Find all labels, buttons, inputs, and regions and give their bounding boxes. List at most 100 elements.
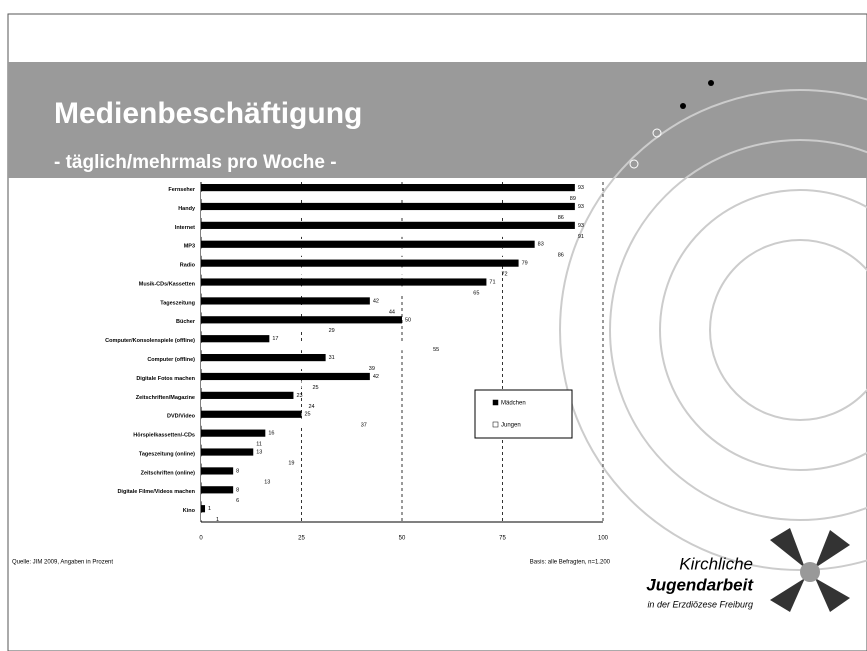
bar bbox=[201, 316, 402, 324]
value-label: 8 bbox=[236, 468, 239, 474]
bar bbox=[201, 210, 547, 218]
y-tick-label: MP3 bbox=[184, 244, 195, 250]
value-label: 50 bbox=[405, 317, 411, 323]
decor-dot bbox=[652, 128, 662, 138]
y-tick-label: Digitale Filme/Videos machen bbox=[117, 489, 195, 495]
y-tick-label: Zeitschriften (online) bbox=[141, 470, 196, 476]
decor-arcs bbox=[559, 89, 867, 571]
bar bbox=[201, 343, 423, 351]
x-tick-label: 0 bbox=[199, 536, 203, 542]
decor-dot bbox=[708, 80, 714, 86]
value-label: 29 bbox=[329, 328, 335, 334]
value-label: 71 bbox=[489, 279, 495, 285]
value-label: 31 bbox=[329, 355, 335, 361]
bar bbox=[201, 513, 206, 521]
bar bbox=[201, 429, 266, 437]
bar bbox=[201, 410, 302, 418]
logo: Kirchliche Jugendarbeit in der Erzdiözes… bbox=[646, 528, 850, 612]
y-tick-label: Bücher bbox=[176, 319, 196, 325]
y-tick-label: Kino bbox=[183, 508, 196, 514]
y-tick-label: Radio bbox=[180, 263, 196, 269]
legend-label: Jungen bbox=[501, 423, 521, 429]
bar bbox=[201, 391, 294, 399]
x-tick-label: 75 bbox=[499, 536, 506, 542]
bar bbox=[201, 191, 559, 200]
bar bbox=[201, 259, 519, 267]
value-label: 86 bbox=[558, 253, 564, 259]
bar bbox=[201, 240, 535, 248]
value-label: 25 bbox=[305, 412, 311, 418]
decor-dot bbox=[629, 159, 639, 169]
bar bbox=[201, 456, 278, 464]
y-tick-label: Digitale Fotos machen bbox=[136, 376, 195, 382]
x-tick-label: 100 bbox=[598, 536, 609, 542]
value-label: 13 bbox=[256, 449, 262, 455]
bar bbox=[201, 221, 575, 229]
title: Medienbeschäftigung bbox=[54, 97, 362, 130]
value-label: 6 bbox=[236, 498, 239, 504]
legend-label: Mädchen bbox=[501, 401, 526, 407]
bar bbox=[201, 286, 463, 294]
bar bbox=[201, 248, 547, 256]
bar bbox=[201, 361, 358, 370]
value-label: 1 bbox=[208, 506, 211, 512]
logo-text: Kirchliche bbox=[679, 554, 753, 573]
legend: Mädchen Jungen bbox=[474, 389, 573, 439]
value-label: 39 bbox=[369, 366, 375, 372]
bar bbox=[201, 475, 254, 483]
y-tick-label: Tageszeitung bbox=[160, 300, 195, 306]
bar bbox=[201, 437, 246, 445]
bar bbox=[201, 486, 234, 494]
bar bbox=[201, 324, 318, 332]
header-band bbox=[8, 62, 867, 178]
bar bbox=[201, 305, 378, 313]
bar bbox=[201, 399, 298, 407]
logo-text: in der Erzdiözese Freiburg bbox=[647, 599, 753, 609]
value-label: 37 bbox=[361, 423, 367, 429]
value-label: 65 bbox=[473, 290, 479, 296]
decor-dot bbox=[680, 103, 686, 109]
bar bbox=[201, 267, 491, 275]
value-label: 23 bbox=[296, 393, 302, 399]
bar bbox=[201, 467, 234, 475]
value-label: 25 bbox=[313, 385, 319, 391]
y-tick-label: Zeitschriften/Magazine bbox=[136, 395, 195, 401]
value-label: 19 bbox=[288, 460, 294, 466]
legend-swatch bbox=[492, 421, 499, 428]
bar bbox=[201, 505, 206, 513]
y-tick-label: Musik-CDs/Kassetten bbox=[139, 281, 196, 287]
bar bbox=[201, 354, 326, 362]
y-tick-label: Tageszeitung (online) bbox=[139, 451, 195, 457]
y-tick-label: Hörspielkassetten/-CDs bbox=[133, 433, 195, 439]
y-tick-label: Computer/Konsolenspiele (offline) bbox=[105, 338, 195, 344]
bar bbox=[201, 335, 270, 343]
value-label: 93 bbox=[578, 185, 584, 191]
bar bbox=[201, 418, 350, 426]
basis: Basis: alle Befragten, n=1.200 bbox=[530, 560, 611, 566]
value-label: 16 bbox=[268, 431, 274, 437]
y-tick-label: Computer (offline) bbox=[147, 357, 195, 363]
bar bbox=[201, 372, 370, 381]
bar bbox=[201, 229, 567, 237]
value-label: 83 bbox=[538, 242, 544, 248]
x-tick-label: 25 bbox=[298, 536, 305, 542]
value-label: 91 bbox=[578, 234, 584, 240]
bar bbox=[201, 278, 487, 286]
bar bbox=[201, 494, 226, 502]
value-label: 55 bbox=[433, 347, 439, 353]
value-label: 86 bbox=[558, 215, 564, 221]
value-label: 89 bbox=[570, 196, 576, 202]
x-tick-label: 50 bbox=[399, 536, 406, 542]
y-tick-label: DVD/Video bbox=[167, 414, 196, 420]
value-label: 79 bbox=[522, 261, 528, 267]
bar bbox=[201, 184, 575, 192]
y-tick-label: Fernseher bbox=[168, 187, 195, 193]
value-label: 24 bbox=[308, 404, 314, 410]
bar bbox=[201, 297, 370, 305]
value-label: 17 bbox=[272, 336, 278, 342]
y-tick-label: Handy bbox=[178, 206, 196, 212]
subtitle: - täglich/mehrmals pro Woche - bbox=[54, 152, 337, 173]
value-label: 44 bbox=[389, 309, 395, 315]
value-label: 8 bbox=[236, 487, 239, 493]
